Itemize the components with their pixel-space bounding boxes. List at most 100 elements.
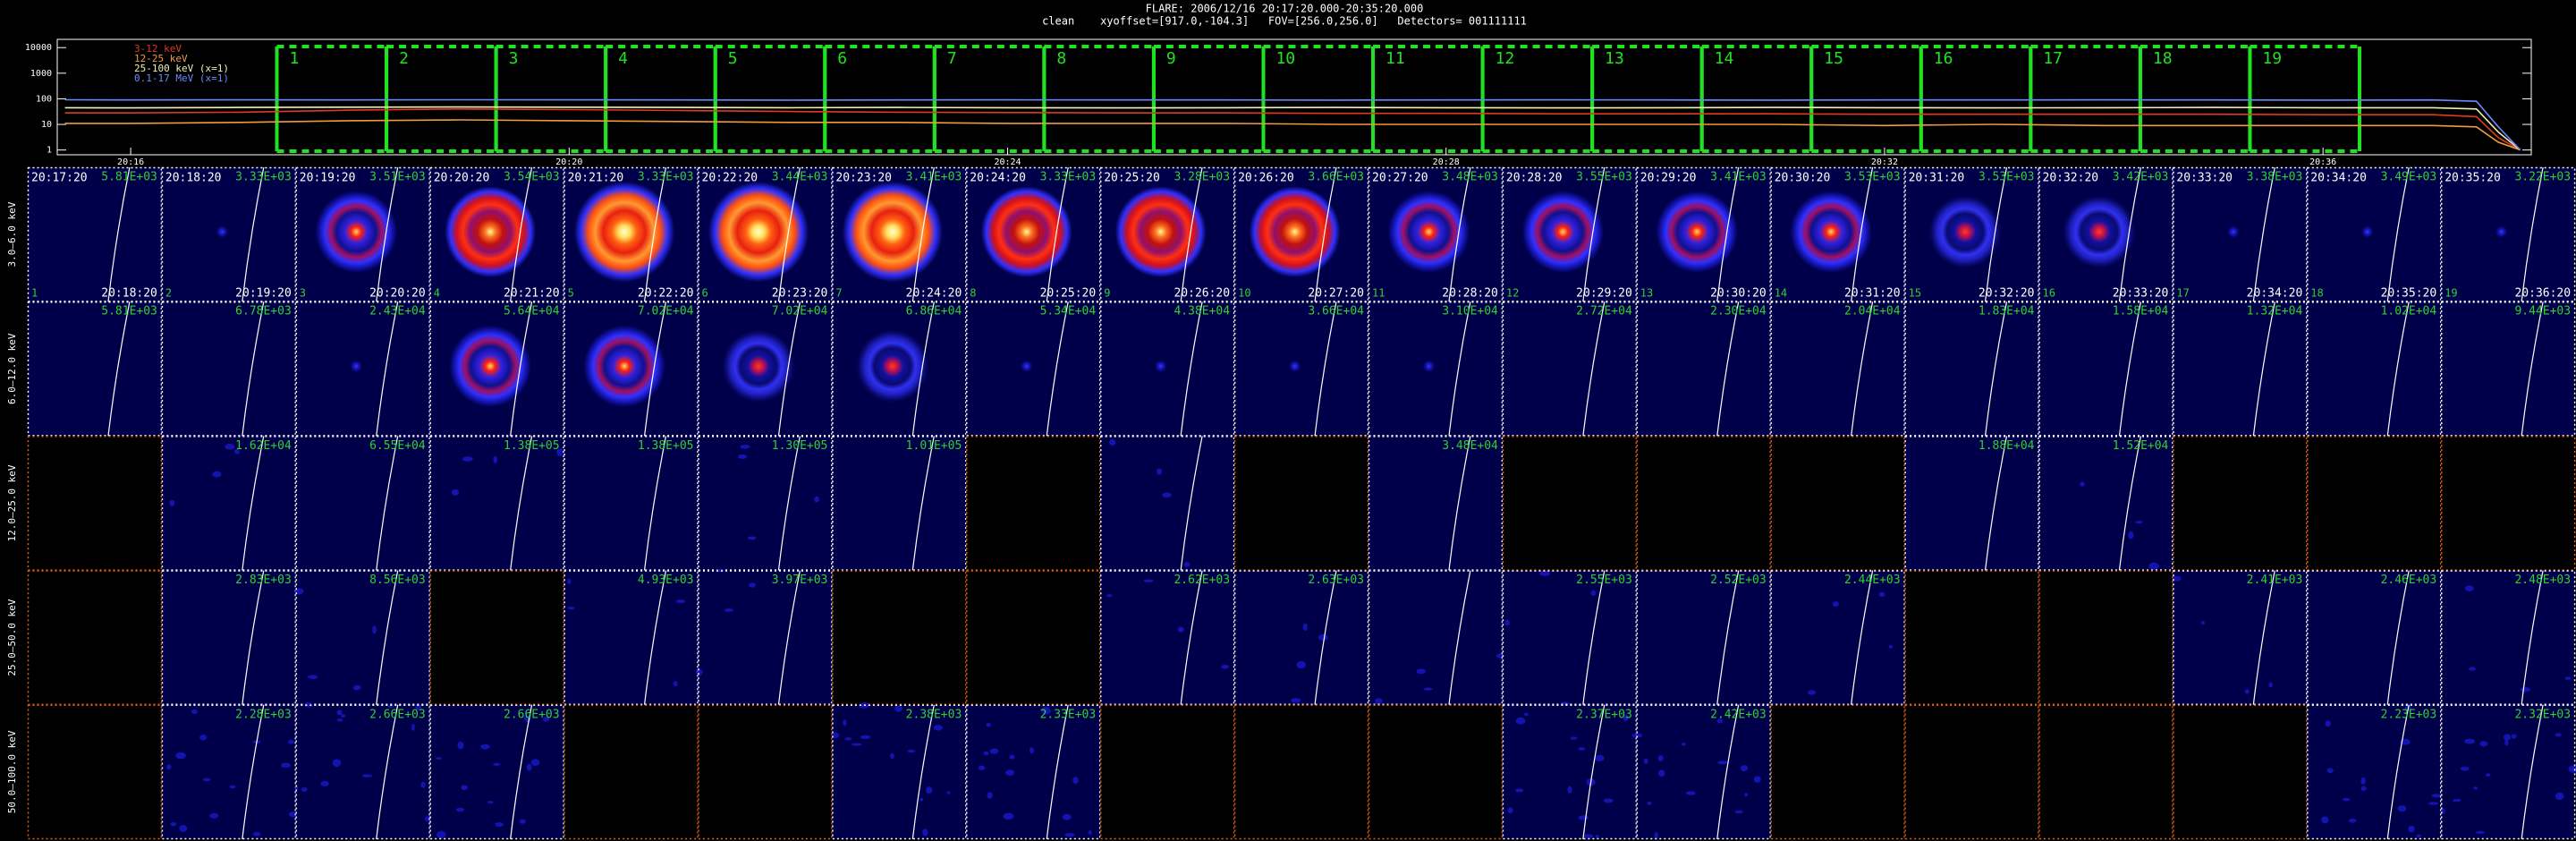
solar-limb: [1448, 302, 1471, 437]
noise-blob: [1157, 468, 1162, 475]
solar-limb: [1582, 302, 1606, 437]
solar-limb: [1314, 570, 1337, 705]
noise-blob: [2408, 825, 2415, 833]
max-value: 1.02E+04: [2381, 305, 2437, 319]
solar-limb: [2252, 166, 2275, 302]
start-time: 20:32:20: [2043, 172, 2099, 185]
image-cell: 5.64E+04: [429, 301, 564, 437]
max-value: 3.49E+03: [2381, 171, 2437, 184]
max-value: 1.62E+04: [235, 439, 292, 453]
image-cell: 3.97E+03: [695, 568, 833, 706]
y-tick-label: 1000: [30, 69, 52, 79]
cell-border: [1904, 301, 2039, 437]
cell-background: [1100, 570, 1235, 705]
noise-blob: [288, 739, 294, 744]
source-image: [2337, 202, 2397, 262]
max-value: 4.93E+03: [638, 573, 694, 587]
max-value: 5.64E+04: [504, 305, 560, 319]
cell-border: [295, 436, 430, 571]
noise-blob: [495, 822, 504, 828]
cell-background: [1368, 570, 1503, 705]
noise-blob: [1567, 786, 1572, 794]
image-cell: 1.38E+05: [429, 436, 564, 571]
max-value: 3.41E+03: [1710, 171, 1767, 184]
solar-limb: [2118, 302, 2142, 437]
cell-background: [1100, 704, 1235, 839]
max-value: 1.88E+04: [1979, 439, 2035, 453]
noise-blob: [2555, 792, 2564, 801]
image-cell: 2.55E+03: [1502, 570, 1638, 706]
noise-blob: [2511, 734, 2517, 739]
solar-limb: [242, 166, 265, 302]
cell-border: [2038, 436, 2174, 571]
cell-border: [2038, 166, 2174, 302]
max-value: 2.23E+03: [2381, 708, 2437, 721]
start-time: 20:18:20: [165, 172, 222, 185]
image-cell: 2.72E+04: [1502, 301, 1638, 437]
cell-border: [1904, 436, 2039, 571]
noise-blob: [946, 791, 951, 794]
cell-background: [698, 570, 833, 705]
solar-limb: [1984, 436, 2008, 571]
image-cell: 3.44E+03 20:22:20 20:23:20 6: [698, 166, 833, 302]
max-value: 5.34E+04: [1040, 305, 1097, 319]
source-image: [980, 186, 1072, 278]
noise-blob: [281, 762, 291, 769]
source-image: [445, 186, 537, 278]
solar-limb: [1448, 436, 1471, 571]
plot-frame: [56, 38, 2532, 156]
start-time: 20:35:20: [2445, 172, 2501, 185]
image-cell: [1636, 436, 1771, 571]
noise-blob: [1183, 562, 1191, 567]
image-cell: 1.52E+04: [2038, 436, 2174, 571]
start-time: 20:27:20: [1372, 172, 1428, 185]
cell-border: [2307, 166, 2442, 302]
image-cell: [2173, 436, 2308, 571]
image-cell: 2.38E+03: [831, 701, 967, 840]
noise-blob: [894, 705, 902, 712]
solar-limb: [1716, 166, 1740, 302]
noise-blob: [2464, 738, 2475, 744]
max-value: 3.48E+04: [1442, 439, 1498, 453]
start-time: 20:21:20: [568, 172, 624, 185]
max-value: 3.44E+03: [772, 171, 828, 184]
image-cell: [1233, 704, 1369, 840]
end-time: 20:28:20: [1442, 287, 1498, 301]
cell-border: [2307, 436, 2442, 571]
noise-blob: [2325, 720, 2331, 727]
cell-border: [832, 301, 967, 437]
cell-border: [2173, 166, 2308, 302]
cell-background: [564, 704, 699, 839]
cell-border: [1368, 570, 1504, 706]
max-value: 2.48E+03: [2514, 573, 2571, 587]
cell-border: [2440, 570, 2576, 706]
solar-limb: [1448, 166, 1471, 302]
noise-blob: [530, 759, 540, 767]
cell-background: [429, 436, 564, 571]
noise-blob: [288, 811, 297, 818]
cell-number: 4: [434, 287, 440, 300]
noise-blob: [2360, 777, 2366, 785]
interval-number: 2: [399, 49, 409, 68]
noise-blob: [1578, 815, 1589, 820]
start-time: 20:29:20: [1640, 172, 1697, 185]
image-cell: 3.33E+03 20:18:20 20:19:20 2: [161, 166, 297, 302]
image-cell: 1.58E+04: [2038, 301, 2174, 437]
start-time: 20:26:20: [1238, 172, 1294, 185]
image-cell: [27, 436, 163, 571]
cell-border: [564, 436, 699, 571]
end-time: 20:34:20: [2247, 287, 2303, 301]
cell-border: [1904, 570, 2039, 706]
noise-blob: [480, 743, 490, 750]
noise-blob: [1623, 714, 1629, 722]
image-cell: 2.48E+03: [2440, 570, 2576, 706]
solar-limb: [376, 436, 399, 571]
end-time: 20:22:20: [638, 287, 694, 301]
max-value: 2.66E+03: [369, 708, 426, 721]
image-cell: [2038, 704, 2174, 840]
image-cell: [1904, 704, 2039, 840]
image-cell: 3.66E+04: [1233, 301, 1369, 437]
image-cell: [1770, 436, 1905, 571]
noise-blob: [919, 797, 924, 802]
noise-blob: [1005, 769, 1015, 776]
